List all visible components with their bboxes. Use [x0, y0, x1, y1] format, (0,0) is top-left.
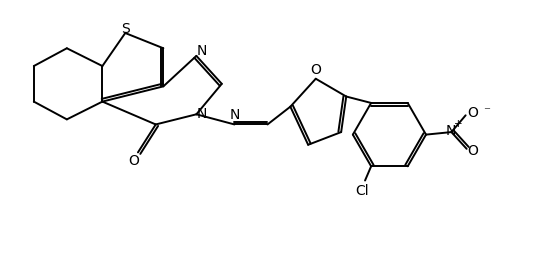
Text: ⁻: ⁻: [483, 105, 490, 118]
Text: +: +: [454, 119, 462, 130]
Text: O: O: [128, 154, 139, 168]
Text: Cl: Cl: [356, 184, 369, 198]
Text: N: N: [230, 108, 240, 122]
Text: O: O: [310, 62, 321, 77]
Text: N: N: [445, 124, 456, 138]
Text: O: O: [467, 106, 478, 120]
Text: N: N: [196, 107, 207, 121]
Text: O: O: [467, 144, 478, 158]
Text: N: N: [196, 44, 207, 58]
Text: S: S: [121, 22, 129, 36]
